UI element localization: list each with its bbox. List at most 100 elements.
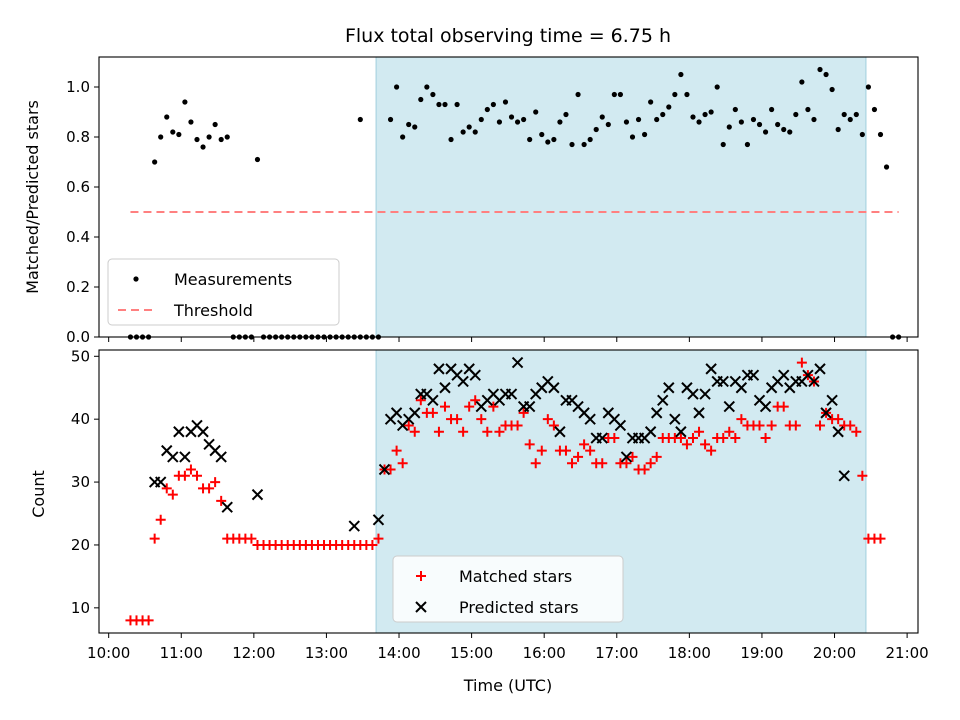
data-point bbox=[454, 101, 460, 108]
data-point bbox=[155, 514, 166, 525]
data-point bbox=[385, 464, 396, 475]
data-point bbox=[439, 401, 450, 412]
data-point bbox=[877, 131, 884, 138]
data-point bbox=[760, 433, 771, 444]
legend-label: Matched stars bbox=[459, 567, 572, 586]
data-point bbox=[687, 388, 699, 400]
data-point bbox=[557, 119, 563, 125]
data-point bbox=[470, 395, 481, 406]
data-point bbox=[778, 401, 789, 412]
data-point bbox=[732, 106, 738, 113]
data-point bbox=[216, 495, 227, 506]
data-point bbox=[587, 136, 593, 143]
data-point bbox=[781, 126, 787, 133]
data-point bbox=[799, 79, 805, 85]
data-point bbox=[614, 419, 627, 432]
data-point bbox=[645, 458, 656, 469]
data-point bbox=[521, 116, 527, 123]
data-point bbox=[793, 111, 799, 118]
data-point bbox=[204, 483, 215, 494]
data-point bbox=[478, 116, 484, 123]
data-point bbox=[167, 489, 178, 500]
data-point bbox=[805, 106, 811, 113]
data-point bbox=[883, 164, 890, 170]
x-tick-label: 19:00 bbox=[740, 644, 783, 662]
y-tick-label: 0.8 bbox=[66, 128, 90, 146]
data-point bbox=[720, 141, 726, 148]
data-point bbox=[472, 129, 478, 135]
data-point bbox=[430, 91, 436, 98]
data-point bbox=[718, 433, 729, 444]
data-point bbox=[575, 91, 581, 98]
data-point bbox=[675, 433, 686, 444]
shaded-observing-window bbox=[375, 56, 867, 338]
data-point bbox=[838, 470, 850, 482]
x-tick-label: 14:00 bbox=[377, 644, 420, 662]
data-point bbox=[705, 363, 717, 375]
data-point bbox=[393, 84, 400, 90]
data-point bbox=[627, 451, 638, 462]
data-point bbox=[246, 533, 257, 544]
data-point bbox=[738, 119, 744, 125]
data-point bbox=[460, 129, 466, 135]
data-point bbox=[644, 426, 657, 438]
data-point bbox=[152, 159, 158, 165]
data-point bbox=[754, 420, 765, 431]
data-point bbox=[823, 71, 829, 78]
data-point bbox=[179, 470, 190, 481]
data-point bbox=[427, 407, 438, 418]
data-point bbox=[826, 394, 838, 407]
data-point bbox=[415, 601, 427, 613]
data-point bbox=[696, 119, 702, 125]
data-point bbox=[851, 426, 862, 437]
series-matched-stars bbox=[125, 357, 886, 626]
series-predicted-stars bbox=[148, 356, 850, 532]
data-point bbox=[690, 114, 696, 120]
data-point bbox=[212, 121, 218, 128]
data-point bbox=[524, 439, 535, 450]
y-tick-label: 50 bbox=[71, 347, 90, 365]
data-point bbox=[397, 458, 408, 469]
data-point bbox=[747, 369, 760, 381]
y-tick-label: 1.0 bbox=[66, 78, 90, 96]
data-point bbox=[762, 129, 769, 135]
data-point bbox=[476, 414, 487, 425]
data-point bbox=[484, 106, 490, 113]
data-point bbox=[735, 382, 748, 394]
data-point bbox=[769, 106, 775, 113]
data-point bbox=[787, 129, 793, 135]
data-point bbox=[654, 116, 660, 123]
data-point bbox=[514, 119, 521, 125]
data-point bbox=[569, 141, 575, 148]
data-point bbox=[593, 126, 599, 133]
data-point bbox=[573, 451, 584, 462]
data-point bbox=[143, 615, 154, 626]
data-point bbox=[663, 382, 675, 394]
data-point bbox=[702, 111, 708, 118]
chart-title: Flux total observing time = 6.75 h bbox=[345, 25, 671, 47]
data-point bbox=[518, 407, 529, 418]
data-point bbox=[699, 388, 711, 400]
data-point bbox=[579, 439, 590, 450]
data-point bbox=[648, 99, 654, 105]
data-point bbox=[811, 116, 817, 123]
x-tick-label: 13:00 bbox=[305, 644, 348, 662]
data-point bbox=[814, 363, 826, 375]
data-point bbox=[639, 464, 650, 475]
data-point bbox=[406, 121, 412, 128]
data-point bbox=[678, 71, 684, 78]
data-point bbox=[853, 111, 859, 118]
data-point bbox=[424, 84, 430, 90]
count-y-axis-label: Count bbox=[29, 470, 48, 518]
data-point bbox=[511, 356, 524, 369]
data-point bbox=[611, 91, 617, 98]
data-point bbox=[496, 119, 503, 125]
data-point bbox=[433, 426, 444, 437]
data-point bbox=[796, 357, 807, 368]
data-point bbox=[469, 369, 481, 381]
data-point bbox=[427, 394, 439, 407]
legend-label: Threshold bbox=[173, 301, 253, 320]
data-point bbox=[418, 96, 424, 103]
data-point bbox=[494, 426, 505, 437]
